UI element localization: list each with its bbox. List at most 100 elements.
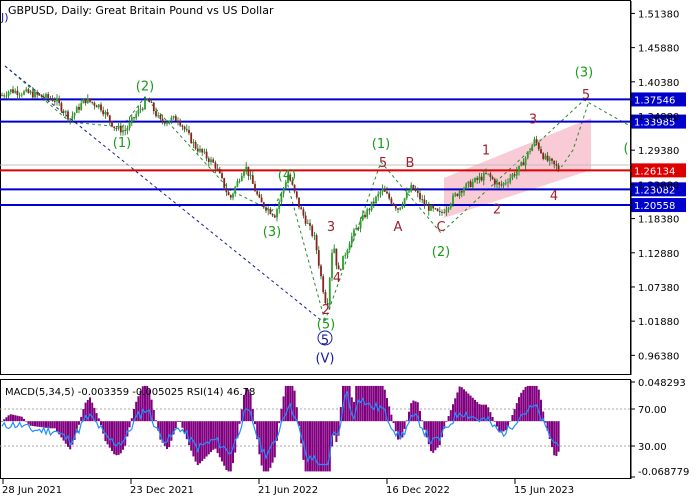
macd-bar <box>498 421 501 432</box>
macd-bar <box>64 421 67 444</box>
candle-body <box>174 116 177 121</box>
macd-bar <box>172 421 175 435</box>
macd-bar <box>513 409 516 422</box>
macd-bar <box>421 420 424 422</box>
candle-body <box>234 186 237 194</box>
macd-bar <box>436 421 439 448</box>
level-price-badge <box>631 182 686 197</box>
macd-bar <box>344 385 347 422</box>
macd-bar <box>245 388 248 422</box>
candle-body <box>315 235 318 251</box>
macd-bar <box>139 390 142 422</box>
macd-bar <box>192 421 195 457</box>
candle-body <box>463 188 465 193</box>
candle-body <box>133 117 135 119</box>
macd-bar <box>515 403 518 422</box>
macd-bar <box>207 421 210 455</box>
macd-bar <box>313 421 316 472</box>
candle-body <box>496 182 498 185</box>
candle-body <box>434 208 437 210</box>
macd-bar <box>240 409 243 422</box>
candle-body <box>144 99 146 110</box>
candle-body <box>355 228 358 230</box>
time-tick-label: 16 Dec 2022 <box>386 485 450 496</box>
macd-bar <box>401 421 404 438</box>
candle-body <box>168 121 171 123</box>
macd-bar <box>355 385 358 422</box>
macd-bar <box>170 421 173 441</box>
candle-body <box>12 89 14 93</box>
candle-body <box>520 162 523 166</box>
indicator-label: MACD(5,34,5) -0.003359 -0.005025 RSI(14)… <box>5 387 255 398</box>
candle-body <box>16 90 19 95</box>
macd-bar <box>414 401 417 422</box>
candle-body <box>375 196 377 204</box>
macd-bar <box>80 416 83 422</box>
macd-bar <box>531 385 534 422</box>
macd-bar <box>168 421 171 448</box>
macd-bar <box>163 421 166 446</box>
macd-bar <box>238 421 241 424</box>
macd-bar <box>93 407 96 422</box>
candle-body <box>64 111 67 113</box>
candle-body <box>36 91 39 95</box>
macd-bar <box>115 421 118 456</box>
macd-bar <box>251 409 254 422</box>
macd-bar <box>337 421 340 436</box>
macd-bar <box>445 421 448 422</box>
candle-body <box>5 95 8 97</box>
macd-bar <box>331 421 333 447</box>
macd-bar <box>388 406 391 422</box>
macd-bar <box>280 408 283 422</box>
macd-bar <box>236 421 239 439</box>
candle-body <box>449 204 452 208</box>
level-price-badge <box>631 92 686 107</box>
candle-body <box>548 158 551 161</box>
candle-body <box>531 145 534 152</box>
macd-bar <box>339 407 342 422</box>
macd-bar <box>463 389 465 422</box>
macd-bar <box>161 421 164 443</box>
macd-bar <box>190 421 193 451</box>
candle-body <box>18 94 21 96</box>
candle-body <box>183 126 186 130</box>
macd-bar <box>432 421 435 453</box>
macd-bar <box>542 411 545 422</box>
macd-bar <box>97 418 100 422</box>
candle-body <box>47 94 50 99</box>
macd-bar <box>122 421 124 450</box>
candle-body <box>86 98 89 104</box>
candle-body <box>89 98 91 102</box>
candle-body <box>146 99 149 101</box>
candle-body <box>544 155 547 159</box>
candle-body <box>456 193 459 196</box>
candle-body <box>150 102 153 103</box>
macd-bar <box>130 418 133 422</box>
macd-bar <box>452 404 454 422</box>
candle-body <box>339 269 342 271</box>
candle-body <box>304 215 307 224</box>
price-channel <box>444 118 591 218</box>
macd-bar <box>434 421 437 451</box>
price-tick-label: 1.18380 <box>638 215 679 226</box>
candle-body <box>416 190 419 193</box>
candle-body <box>410 184 413 192</box>
price-tick-label: 1.01880 <box>638 317 679 328</box>
macd-bar <box>179 421 182 422</box>
candle-body <box>284 182 287 189</box>
candle-body <box>199 148 201 152</box>
macd-bar <box>386 398 388 422</box>
candle-body <box>476 178 479 180</box>
candle-body <box>386 191 388 194</box>
candle-body <box>480 176 483 181</box>
macd-bar <box>469 395 472 422</box>
candle-body <box>458 191 461 196</box>
macd-bar <box>412 400 415 422</box>
candle-body <box>293 184 296 192</box>
candle-body <box>518 165 520 172</box>
candle-body <box>240 175 243 182</box>
wave-label: A <box>394 220 403 235</box>
candle-body <box>447 207 450 210</box>
macd-bar <box>458 386 461 422</box>
macd-bar <box>254 421 256 425</box>
